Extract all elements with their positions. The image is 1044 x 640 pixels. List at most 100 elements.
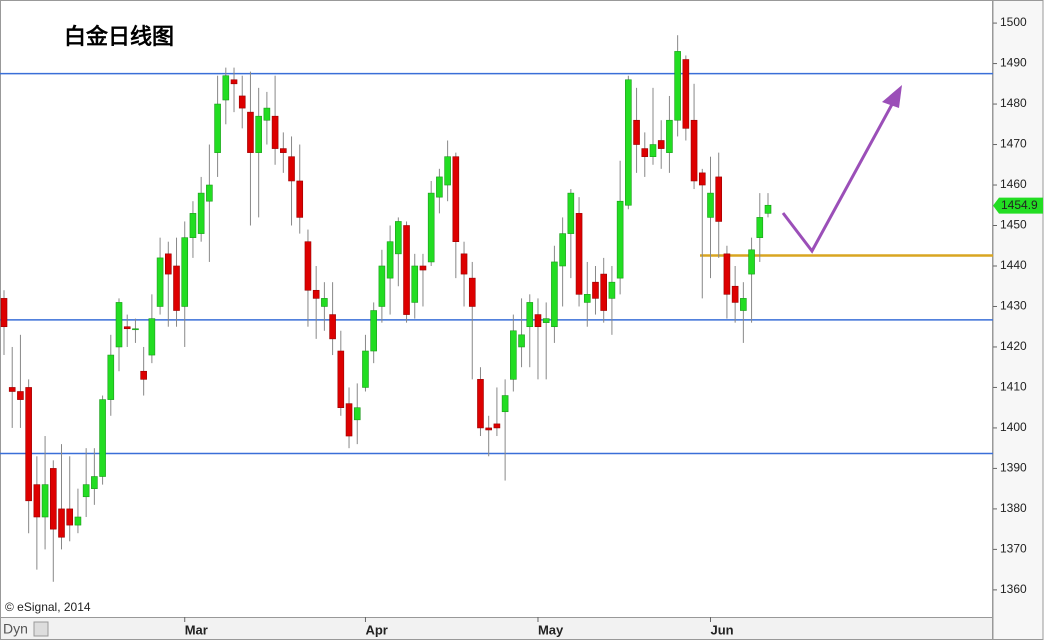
x-tick-label: May: [538, 622, 564, 637]
chart-title: 白金日线图: [64, 24, 174, 50]
x-tick-label: Apr: [365, 622, 387, 637]
candle-body: [148, 318, 156, 356]
candle-body: [0, 298, 8, 328]
candle-body: [321, 298, 328, 307]
candle-body: [403, 225, 410, 315]
candle-body: [764, 204, 772, 214]
candle-body: [41, 484, 49, 518]
candle-body: [107, 354, 115, 400]
candle-body: [140, 370, 147, 380]
candle-body: [567, 192, 575, 234]
candle-body: [534, 314, 542, 328]
y-tick-label: 1420: [1000, 339, 1027, 353]
last-price-box: [993, 197, 1043, 214]
candle-body: [427, 192, 435, 263]
candle-body: [66, 508, 74, 526]
arrow-line: [781, 96, 898, 254]
candle-body: [132, 328, 139, 331]
candle-body: [649, 144, 657, 157]
candle-body: [625, 79, 632, 206]
candle-body: [411, 265, 419, 303]
candle-body: [485, 427, 492, 431]
candle-body: [82, 484, 90, 498]
candle-body: [156, 257, 164, 307]
arrow-head: [882, 85, 902, 108]
candle-body: [255, 115, 262, 153]
candle-body: [551, 261, 558, 328]
candle-body: [518, 334, 525, 348]
candle-body: [337, 350, 345, 408]
x-tick-label: Jun: [710, 622, 733, 637]
candle-body: [682, 59, 690, 129]
candle-body: [510, 330, 517, 380]
candle-body: [263, 107, 271, 121]
candle-body: [197, 192, 205, 234]
candle-body: [616, 200, 624, 279]
candle-body: [526, 302, 534, 328]
candle-body: [452, 156, 460, 242]
candle-body: [345, 403, 353, 437]
candle-body: [49, 468, 57, 530]
candle-body: [731, 285, 739, 303]
candle-body: [362, 350, 369, 388]
y-tick-label: 1450: [1000, 218, 1027, 232]
candle-body: [33, 484, 41, 518]
candle-body: [206, 184, 213, 202]
last-price-label: 1454.9: [1001, 198, 1038, 212]
y-tick-label: 1440: [1000, 258, 1027, 272]
candle-body: [460, 253, 468, 275]
y-tick-label: 1370: [1000, 542, 1027, 556]
candle-body: [99, 399, 106, 477]
candle-body: [600, 273, 607, 311]
candle-body: [230, 79, 238, 85]
candle-body: [247, 111, 254, 153]
candle-body: [271, 115, 279, 149]
y-tick-label: 1410: [1000, 380, 1027, 394]
y-tick-label: 1380: [1000, 501, 1027, 515]
candle-body: [25, 387, 32, 502]
candle-body: [756, 217, 764, 238]
candle-body: [674, 51, 681, 121]
candle-body: [74, 516, 82, 526]
y-tick-label: 1360: [1000, 582, 1027, 596]
candle-body: [698, 172, 706, 186]
candle-body: [312, 289, 320, 299]
candle-body: [288, 156, 295, 182]
candle-body: [748, 249, 755, 275]
candle-body: [8, 387, 16, 392]
candle-body: [395, 221, 402, 255]
candle-body: [559, 233, 566, 267]
candle-body: [493, 423, 501, 429]
mode-button[interactable]: [33, 621, 49, 637]
y-tick-label: 1430: [1000, 299, 1027, 313]
candle-body: [91, 476, 98, 489]
candle-body: [583, 294, 591, 303]
candle-body: [115, 302, 123, 348]
candle-body: [501, 395, 509, 413]
price-axis: [992, 0, 1044, 640]
candle-body: [633, 119, 640, 145]
candle-body: [419, 265, 427, 271]
candle-body: [296, 180, 304, 218]
plot: 1360 1370 1380 1390 1400 1410 1420 1430 1440 1450…: [0, 15, 1027, 637]
y-tick-label: 1390: [1000, 461, 1027, 475]
candle-body: [608, 281, 616, 299]
candle-body: [353, 407, 361, 421]
candle-body: [238, 95, 246, 109]
candle-body: [715, 176, 723, 222]
candle-body: [165, 253, 172, 275]
annotation-arrow: [781, 85, 902, 254]
candle-body: [280, 148, 287, 153]
candle-body: [468, 277, 476, 307]
x-tick-label: Mar: [185, 622, 208, 637]
candle-body: [386, 241, 394, 279]
y-tick-label: 1470: [1000, 137, 1027, 151]
y-tick-label: 1480: [1000, 96, 1027, 110]
mode-label[interactable]: Dyn: [3, 621, 28, 637]
candle-body: [17, 391, 24, 400]
candle-body: [592, 281, 599, 299]
time-axis: [0, 617, 993, 640]
candle-body: [304, 241, 312, 291]
credit: © eSignal, 2014: [5, 600, 91, 614]
